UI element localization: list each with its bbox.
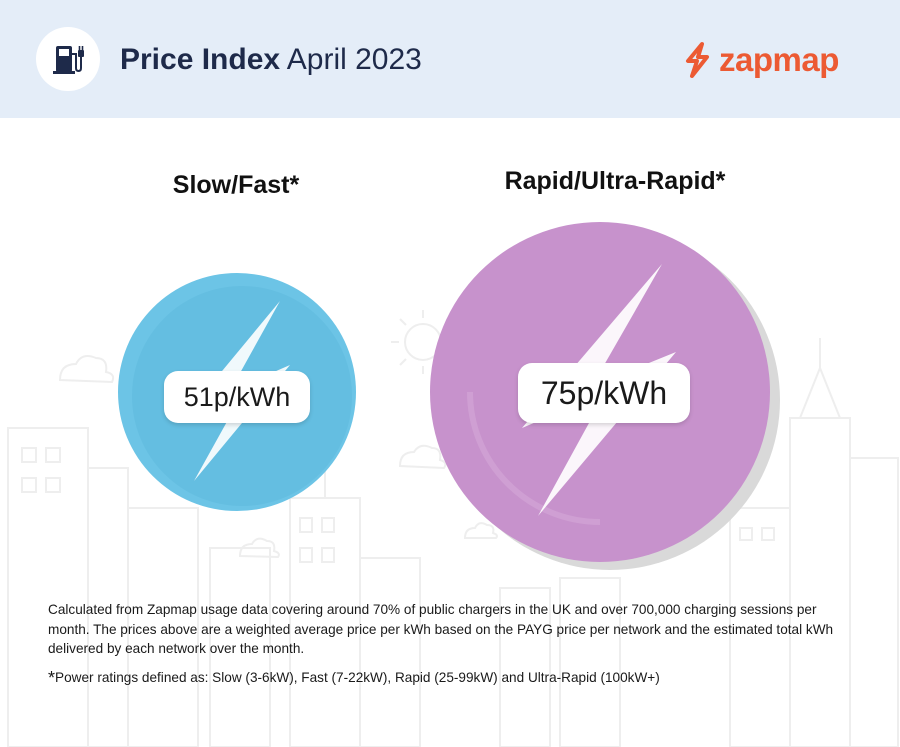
power-ratings-note: *Power ratings defined as: Slow (3-6kW),… (48, 668, 848, 688)
price-badge-slow-fast: 51p/kWh (164, 371, 310, 423)
page-title: Price Index April 2023 (120, 42, 422, 78)
brand-name: zapmap (719, 41, 839, 78)
power-ratings-text: Power ratings defined as: Slow (3-6kW), … (55, 670, 660, 685)
footnote-star: * (48, 668, 56, 688)
methodology-note: Calculated from Zapmap usage data coveri… (48, 602, 834, 656)
title-date: April 2023 (286, 43, 422, 76)
title-main: Price Index (120, 43, 281, 76)
city-skyline-background (7, 310, 899, 747)
category-label-slow-fast: Slow/Fast* (172, 171, 300, 199)
header-bar: Price Index April 2023 zapmap (0, 0, 900, 118)
category-label-rapid-ultra-rapid: Rapid/Ultra-Rapid* (504, 167, 726, 195)
price-badge-rapid-ultra-rapid: 75p/kWh (518, 363, 690, 423)
lightning-logo-icon (686, 42, 709, 78)
fuel-pump-plug-icon (36, 27, 100, 91)
